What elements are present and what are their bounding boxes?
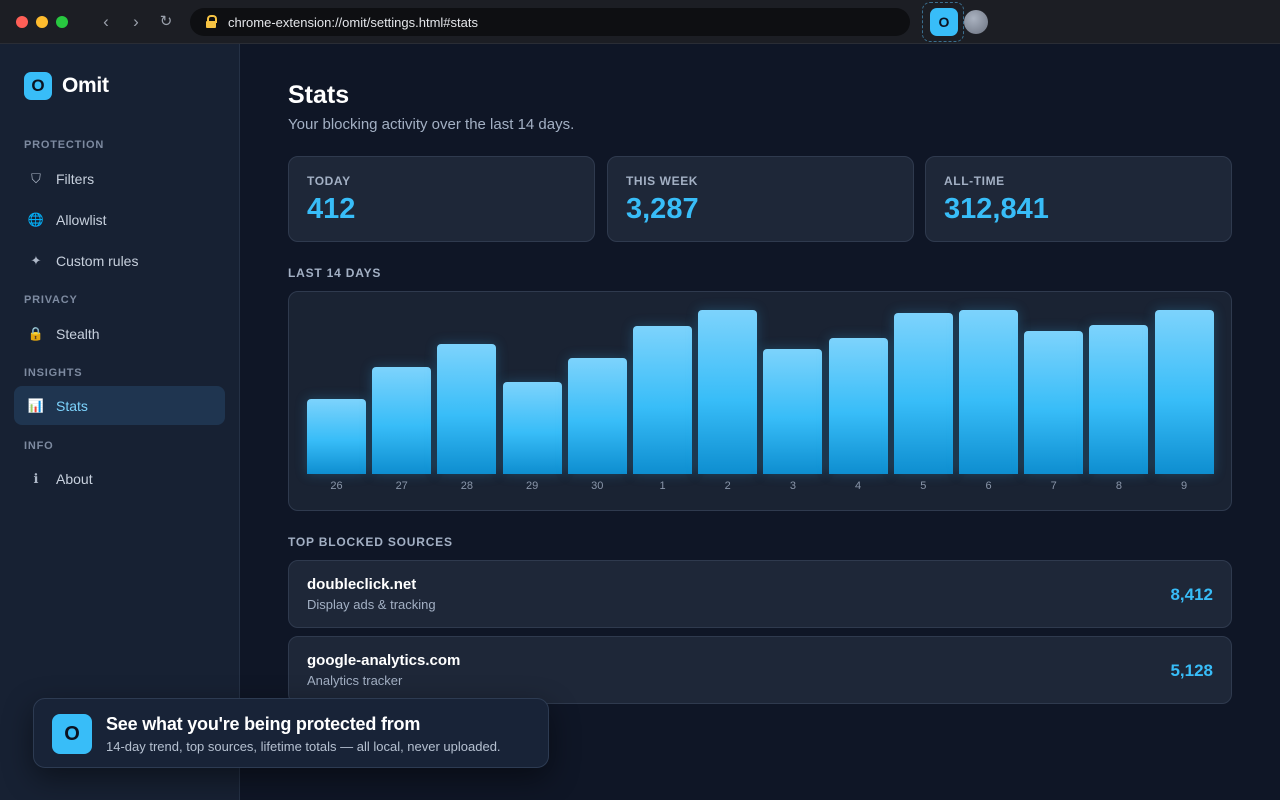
source-name: doubleclick.net [307, 576, 417, 593]
brand-name: Omit [62, 74, 109, 97]
sidebar-item-label: Stats [56, 397, 88, 414]
main-content: Stats Your blocking activity over the la… [240, 44, 1280, 800]
sidebar-item-allowlist[interactable]: 🌐 Allowlist [14, 200, 225, 239]
x-tick-label: 8 [1115, 480, 1122, 492]
maximize-window-button[interactable] [56, 16, 68, 28]
address-bar[interactable]: chrome-extension://omit/settings.html#st… [190, 8, 910, 36]
stat-label: TODAY [307, 174, 351, 188]
globe-icon: 🌐 [27, 211, 45, 227]
x-tick-label: 9 [1181, 480, 1188, 492]
sidebar-item-filters[interactable]: ⛉ Filters [14, 159, 225, 198]
sources-heading: TOP BLOCKED SOURCES [288, 535, 453, 549]
chart-bar [567, 357, 627, 474]
x-tick-label: 6 [985, 480, 992, 492]
stat-card-all-time: ALL-TIME 312,841 [925, 156, 1232, 242]
chart-bar [633, 326, 692, 474]
x-tick-label: 2 [724, 480, 731, 492]
bar-chart-icon: 📊 [27, 397, 45, 413]
reload-icon[interactable]: ↻ [159, 13, 173, 30]
x-tick-label: 4 [855, 480, 862, 492]
stat-value: 312,841 [944, 193, 1049, 225]
stat-label: ALL-TIME [944, 174, 1005, 188]
source-row[interactable]: google-analytics.com Analytics tracker 5… [288, 636, 1232, 704]
chart-bar [763, 349, 823, 474]
forward-icon[interactable]: › [133, 12, 139, 31]
toast-text: 14-day trend, top sources, lifetime tota… [106, 739, 501, 754]
stat-value: 3,287 [626, 193, 699, 225]
source-name: google-analytics.com [307, 652, 461, 669]
page-subtitle: Your blocking activity over the last 14 … [288, 116, 575, 133]
stat-label: THIS WEEK [626, 174, 699, 188]
source-description: Display ads & tracking [307, 597, 436, 612]
stat-card-today: TODAY 412 [288, 156, 595, 242]
section-label-protection: PROTECTION [24, 139, 105, 151]
x-tick-label: 28 [460, 480, 474, 492]
source-count: 8,412 [1170, 585, 1213, 604]
stat-value: 412 [307, 193, 356, 225]
url-text: chrome-extension://omit/settings.html#st… [228, 14, 478, 30]
brand: O Omit [24, 72, 109, 100]
page-title: Stats [288, 81, 350, 109]
source-count: 5,128 [1170, 661, 1213, 680]
chart-bar [437, 344, 497, 474]
source-row[interactable]: doubleclick.net Display ads & tracking 8… [288, 560, 1232, 628]
sidebar-item-custom-rules[interactable]: ✦ Custom rules [14, 241, 225, 280]
back-icon[interactable]: ‹ [103, 12, 109, 31]
x-tick-label: 3 [789, 480, 796, 492]
sidebar-item-stats[interactable]: 📊 Stats [14, 386, 225, 425]
omit-logo-icon: O [24, 72, 52, 100]
x-tick-label: 26 [330, 480, 343, 492]
bar-chart: 26 27 28 29 30 1 2 3 4 5 6 7 8 9 [288, 291, 1232, 511]
section-label-privacy: PRIVACY [24, 294, 78, 306]
chart-bar [1024, 331, 1084, 474]
sidebar-item-label: Allowlist [56, 211, 107, 228]
close-window-button[interactable] [16, 16, 28, 28]
x-tick-label: 30 [591, 480, 604, 492]
chart-bar [502, 382, 562, 474]
x-tick-label: 7 [1050, 480, 1057, 492]
profile-avatar[interactable] [964, 10, 988, 34]
sidebar: O Omit PROTECTION ⛉ Filters 🌐 Allowlist … [0, 44, 240, 800]
x-tick-label: 29 [525, 480, 539, 492]
lock-icon [204, 15, 218, 29]
chart-bar [698, 310, 758, 474]
promo-toast[interactable]: O See what you're being protected from 1… [33, 698, 549, 768]
section-label-info: INFO [24, 440, 54, 452]
omit-logo-icon: O [52, 714, 92, 754]
toast-title: See what you're being protected from [106, 714, 421, 734]
stat-card-this-week: THIS WEEK 3,287 [607, 156, 914, 242]
sidebar-item-label: About [56, 470, 93, 487]
section-label-insights: INSIGHTS [24, 367, 83, 379]
x-tick-label: 1 [659, 480, 666, 492]
chart-bar [1154, 310, 1214, 474]
extension-button[interactable] [922, 2, 964, 42]
chart-bar [893, 313, 953, 474]
sidebar-item-label: Stealth [56, 325, 100, 342]
browser-toolbar: ‹ › ↻ chrome-extension://omit/settings.h… [0, 0, 1280, 44]
sparkle-icon: ✦ [30, 252, 42, 268]
chart-bar [1089, 324, 1149, 474]
minimize-window-button[interactable] [36, 16, 48, 28]
x-tick-label: 27 [395, 480, 408, 492]
sidebar-item-label: Filters [56, 170, 95, 187]
chart-heading: LAST 14 DAYS [288, 266, 382, 280]
lock-icon: 🔒 [27, 325, 45, 341]
source-description: Analytics tracker [307, 673, 403, 688]
sidebar-item-about[interactable]: ℹ About [14, 459, 225, 498]
chart-bar [307, 398, 366, 474]
chart-bar [959, 310, 1018, 474]
sidebar-item-stealth[interactable]: 🔒 Stealth [14, 314, 225, 353]
x-tick-label: 5 [920, 480, 927, 492]
chart-bar [828, 337, 888, 474]
info-icon: ℹ [33, 470, 39, 486]
shield-icon: ⛉ [31, 170, 41, 186]
chart-bar [372, 367, 432, 474]
sidebar-item-label: Custom rules [56, 252, 139, 269]
omit-extension-icon[interactable]: O [930, 8, 958, 36]
